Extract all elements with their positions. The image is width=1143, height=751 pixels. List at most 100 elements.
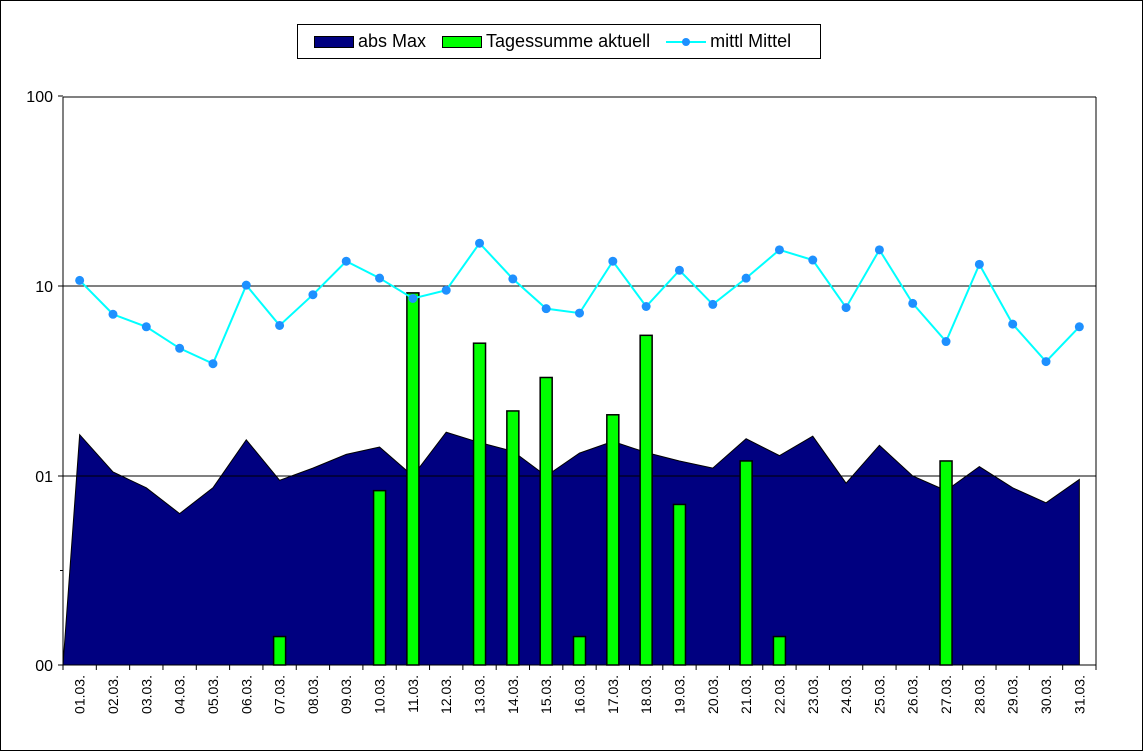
x-tick-label: 04.03. [172,675,188,714]
bar-17.03. [606,414,620,666]
line-point-08.03. [308,290,318,300]
legend-label: Tagessumme aktuell [486,31,651,51]
y-tick-label: 100 [26,89,53,106]
x-tick-label: 06.03. [238,675,254,714]
legend-swatch-line [666,36,707,48]
bar-11.03. [406,292,420,666]
axis-layer [58,95,1097,670]
x-tick-label: 07.03. [272,675,288,714]
x-tick-label: 14.03. [505,675,521,714]
grid-layer [63,285,1096,477]
bar-18.03. [639,334,653,666]
x-tick-label: 11.03. [405,675,421,713]
bar-22.03. [772,635,787,666]
x-tick-label: 15.03. [538,675,554,714]
line-point-25.03. [874,245,884,255]
x-tick-label: 18.03. [638,675,654,714]
line-point-27.03. [941,337,951,347]
line-point-10.03. [375,273,385,283]
x-tick-label: 16.03. [572,675,588,714]
x-tick-label: 23.03. [805,675,821,714]
bar-16.03. [572,635,587,666]
x-tick-label: 30.03. [1038,675,1054,714]
line-point-15.03. [541,304,551,314]
x-tick-label: 20.03. [705,675,721,714]
line-point-19.03. [674,265,684,275]
line-point-11.03. [408,293,418,303]
legend-swatch-area [314,35,354,48]
x-tick-label: 27.03. [938,675,954,714]
line-point-07.03. [275,320,285,330]
x-tick-label: 28.03. [971,675,987,714]
line-point-30.03. [1041,357,1051,367]
line-series-mittl-mittel [78,241,1081,366]
x-tick-label: 03.03. [138,675,154,714]
legend-item-mittl-mittel: mittl Mittel [666,31,791,52]
line-point-06.03. [241,280,251,290]
bar-10.03. [372,489,387,666]
line-point-20.03. [708,299,718,309]
line-point-18.03. [641,302,651,312]
x-tick-label: 05.03. [205,675,221,714]
line-point-21.03. [741,273,751,283]
y-tick-label: 10 [35,279,53,296]
legend-label: mittl Mittel [710,31,792,51]
y-tick-label: 01 [35,469,53,486]
x-tick-label: 10.03. [372,675,388,714]
x-tick-label: 26.03. [905,675,921,714]
area-layer [62,431,1080,666]
line-point-12.03. [441,285,451,295]
bar-27.03. [939,460,953,666]
bar-13.03. [472,342,487,666]
line-point-01.03. [75,275,85,285]
bar-layer [272,292,953,666]
line-point-28.03. [974,259,984,269]
legend-swatch-bar [442,35,483,48]
x-tick-label: 25.03. [871,675,887,714]
line-point-03.03. [141,322,151,332]
x-tick-label: 01.03. [72,675,88,714]
line-point-02.03. [108,309,118,319]
x-tick-label: 19.03. [671,675,687,714]
bar-14.03. [506,410,520,666]
line-point-31.03. [1074,322,1084,332]
line-point-24.03. [841,303,851,313]
bar-19.03. [672,503,687,666]
bar-15.03. [539,376,553,666]
legend-item-abs-max: abs Max [314,31,426,52]
legend: abs Max Tagessumme aktuell mittl Mittel [297,24,821,59]
line-point-13.03. [475,238,485,248]
area-series-abs-max [62,431,1080,666]
bar-21.03. [739,460,753,666]
legend-label: abs Max [358,31,427,51]
x-tick-label: 24.03. [838,675,854,714]
line-point-17.03. [608,256,618,266]
x-tick-label: 02.03. [105,675,121,714]
x-tick-label: 08.03. [305,675,321,714]
x-tick-label: 12.03. [438,675,454,714]
line-point-16.03. [575,308,584,318]
line-layer [75,238,1084,369]
x-tick-label: 29.03. [1005,675,1021,714]
line-point-09.03. [341,256,351,266]
x-tick-label: 31.03. [1071,675,1087,714]
line-point-14.03. [508,274,518,284]
y-tick-label: 00 [35,658,53,675]
line-point-29.03. [1008,319,1018,329]
x-tick-label: 17.03. [605,675,621,714]
line-point-05.03. [208,359,218,369]
legend-item-tagessumme: Tagessumme aktuell [442,31,650,52]
line-point-22.03. [774,245,784,255]
line-point-04.03. [175,343,185,353]
x-tick-label: 13.03. [472,675,488,714]
x-tick-label: 22.03. [771,675,787,714]
x-tick-label: 21.03. [738,675,754,714]
x-tick-label: 09.03. [338,675,354,714]
x-tick-labels: 01.03. 02.03. 03.03. 04.03. 05.03. 06.03. 07.0… [72,675,1088,714]
line-point-23.03. [808,255,818,265]
bar-07.03. [272,635,287,666]
line-point-26.03. [908,298,918,308]
